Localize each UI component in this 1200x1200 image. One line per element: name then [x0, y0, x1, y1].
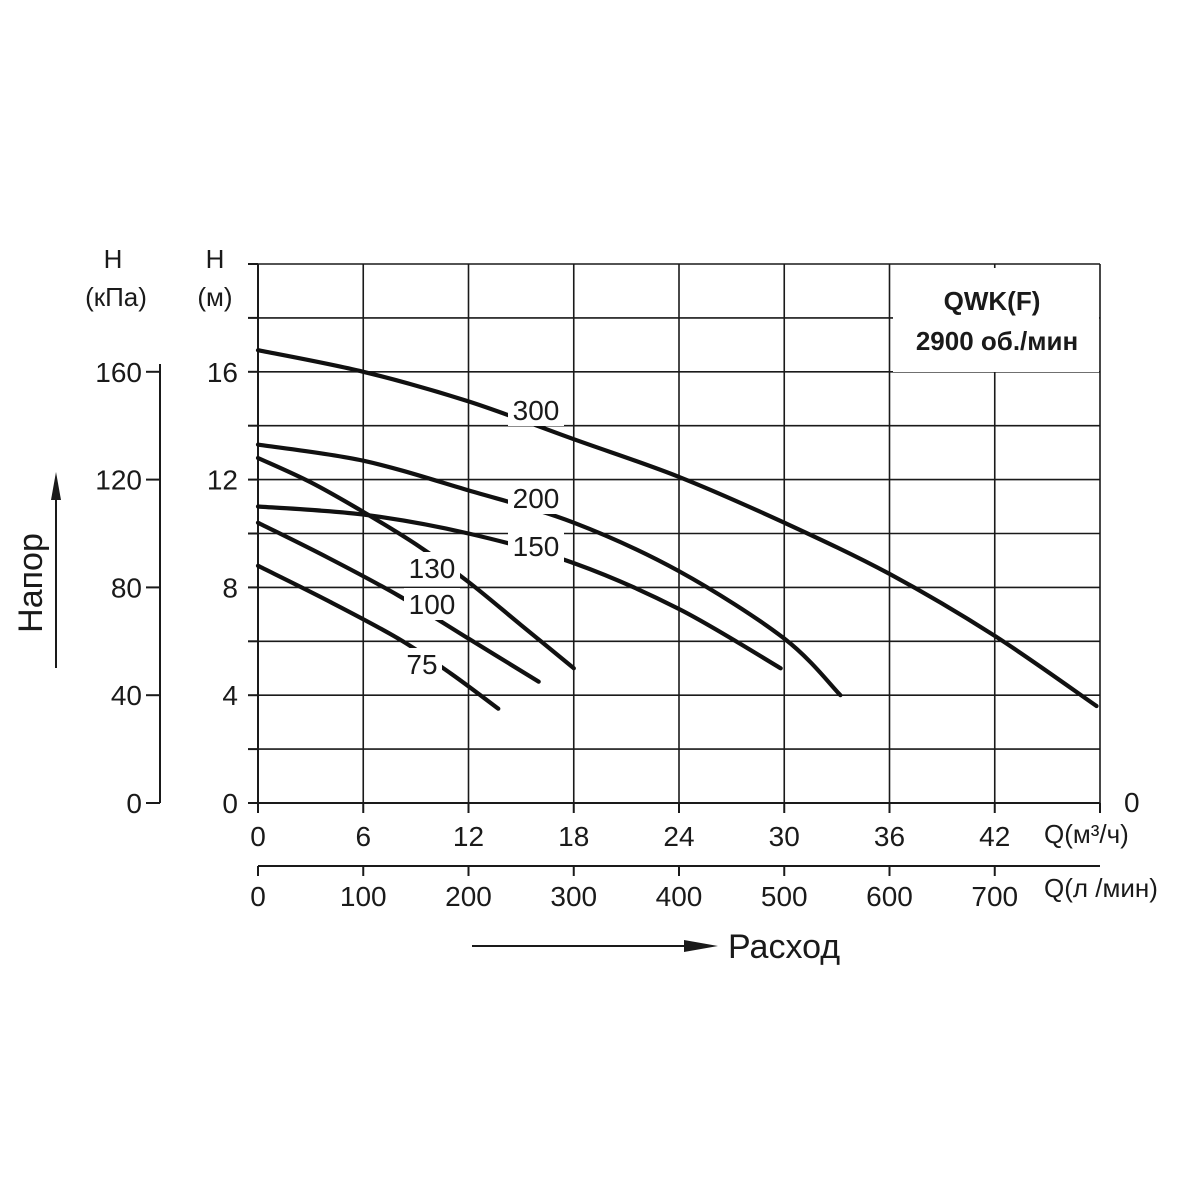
x-axis-lmin-unit: Q(л /мин) — [1044, 873, 1158, 903]
curve-label-150: 150 — [513, 531, 560, 562]
chart-subtitle: 2900 об./мин — [916, 326, 1078, 356]
y-m-tick-label: 4 — [222, 680, 238, 711]
y-axis-kpa-unit: (кПа) — [85, 282, 147, 312]
x-axis-end-label: 0 — [1124, 787, 1140, 818]
x-lmin-tick-label: 400 — [656, 881, 703, 912]
curve-label-bg-75 — [402, 648, 442, 680]
curve-label-130: 130 — [409, 553, 456, 584]
curve-label-bg-150 — [508, 530, 564, 562]
x-lmin-tick-label: 200 — [445, 881, 492, 912]
chart-title: QWK(F) — [944, 286, 1041, 316]
performance-curves: 300 200 150 130 100 75 — [255, 348, 1099, 711]
curve-300 — [255, 348, 1099, 709]
y-kpa-tick-label: 40 — [111, 680, 142, 711]
x-m3h-tick-label: 30 — [769, 821, 800, 852]
y-label-group: Напор — [12, 472, 61, 668]
x-lmin-tick-label: 100 — [340, 881, 387, 912]
grid-lines — [258, 263, 1101, 803]
x-axis-m3h-unit: Q(м³/ч) — [1044, 819, 1129, 849]
curve-label-bg-200 — [508, 482, 564, 514]
x-lmin-tick-label: 0 — [250, 881, 266, 912]
x-m3h-tick-label: 24 — [663, 821, 694, 852]
x-m3h-tick-label: 0 — [250, 821, 266, 852]
y-m-tick-label: 16 — [207, 357, 238, 388]
y-label-arrow-head — [51, 472, 61, 500]
curve-75 — [255, 563, 501, 711]
curve-label-bg-300 — [508, 394, 564, 426]
x-lmin-tick-label: 500 — [761, 881, 808, 912]
x-m3h-tick-label: 6 — [355, 821, 371, 852]
x-m3h-tick-label: 42 — [979, 821, 1010, 852]
curve-label-bg-100 — [404, 588, 460, 620]
x-lmin-tick-label: 300 — [550, 881, 597, 912]
y-kpa-tick-label: 160 — [95, 357, 142, 388]
x-label-arrow-head — [684, 940, 718, 952]
title-box — [893, 268, 1099, 372]
x-m3h-tick-label: 12 — [453, 821, 484, 852]
curve-label-bg-130 — [404, 552, 460, 584]
y-axis-m-name: H — [206, 244, 225, 274]
y-label: Напор — [12, 533, 50, 633]
curve-130 — [255, 455, 576, 671]
x-m3h-tick-label: 36 — [874, 821, 905, 852]
y-kpa-tick-label: 120 — [95, 465, 142, 496]
y-m-tick-label: 12 — [207, 465, 238, 496]
y-kpa-tick-label: 0 — [126, 788, 142, 819]
y-kpa-tick-label: 80 — [111, 572, 142, 603]
x-label: Расход — [728, 928, 840, 966]
y-axis-m-unit: (м) — [197, 282, 232, 312]
y-m-tick-label: 0 — [222, 788, 238, 819]
curve-100 — [255, 520, 541, 684]
curve-200 — [255, 442, 843, 698]
axes — [146, 263, 1101, 876]
curve-label-100: 100 — [409, 589, 456, 620]
curve-label-75: 75 — [406, 649, 437, 680]
y-m-tick-label: 8 — [222, 572, 238, 603]
y-axis-kpa-name: H — [104, 244, 123, 274]
x-lmin-tick-label: 700 — [971, 881, 1018, 912]
x-lmin-tick-label: 600 — [866, 881, 913, 912]
curve-label-300: 300 — [513, 395, 560, 426]
x-m3h-tick-label: 18 — [558, 821, 589, 852]
x-label-group: Расход — [472, 928, 840, 966]
curve-label-200: 200 — [513, 483, 560, 514]
